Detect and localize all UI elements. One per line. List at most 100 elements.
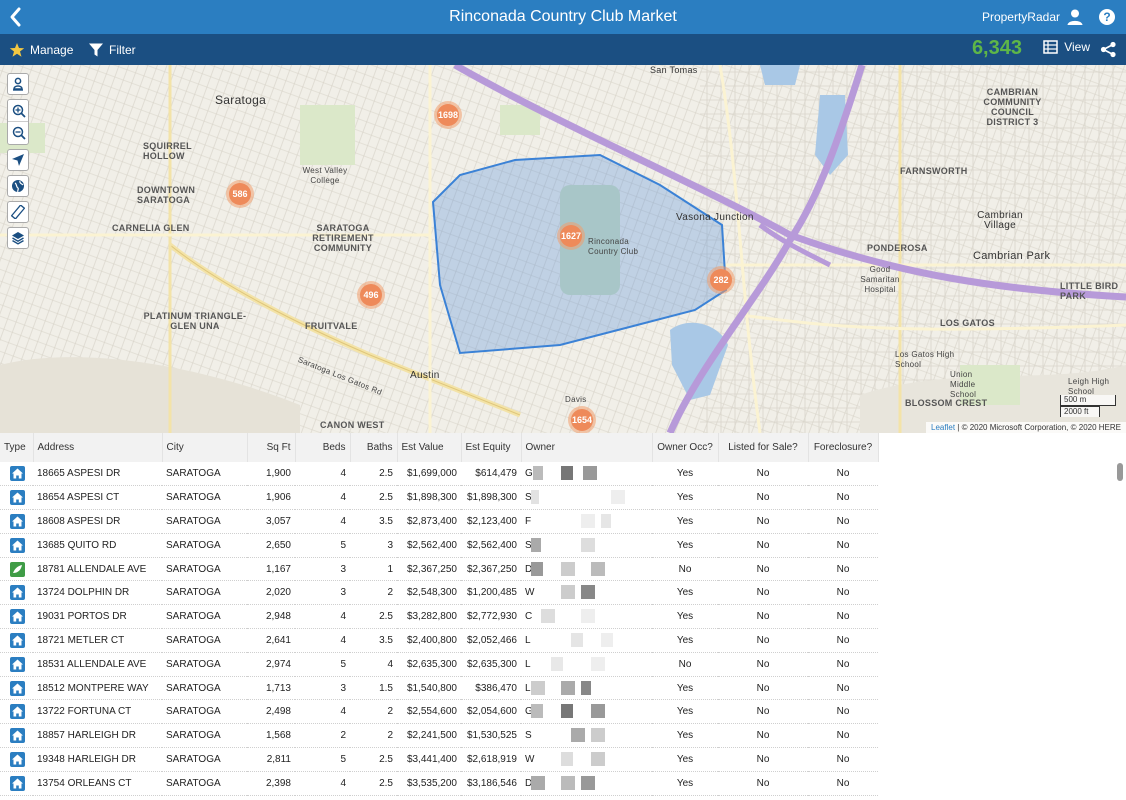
table-row[interactable]: 18721 METLER CT SARATOGA 2,641 4 3.5 $2,400,8… xyxy=(0,628,878,653)
redacted-owner-block xyxy=(611,490,625,505)
baths-cell: 3 xyxy=(350,533,397,558)
table-scrollbar[interactable] xyxy=(1117,463,1123,797)
scrollbar-thumb[interactable] xyxy=(1117,463,1123,481)
help-icon[interactable]: ? xyxy=(1098,8,1116,26)
cluster-marker[interactable]: 1627 xyxy=(557,222,585,250)
owner-initial: D xyxy=(525,777,533,789)
zoom-in-icon xyxy=(12,104,26,118)
owner-cell: L xyxy=(521,652,652,677)
globe-button[interactable] xyxy=(7,175,29,197)
est-value-cell: $2,562,400 xyxy=(397,533,461,558)
col-foreclosure[interactable]: Foreclosure? xyxy=(808,433,879,462)
cluster-marker[interactable]: 1654 xyxy=(568,406,596,433)
cluster-count: 496 xyxy=(360,284,382,306)
col-baths[interactable]: Baths xyxy=(350,433,398,462)
col-sqft[interactable]: Sq Ft xyxy=(247,433,296,462)
col-type[interactable]: Type xyxy=(0,433,34,462)
user-icon[interactable] xyxy=(1066,8,1084,26)
est-equity-cell: $614,479 xyxy=(461,462,521,487)
city-cell: SARATOGA xyxy=(162,557,247,582)
table-row[interactable]: 18857 HARLEIGH DR SARATOGA 1,568 2 2 $2,241,5… xyxy=(0,723,878,749)
filter-button[interactable]: Filter xyxy=(88,40,136,60)
cluster-marker[interactable]: 586 xyxy=(226,180,254,208)
table-row[interactable]: 13724 DOLPHIN DR SARATOGA 2,020 3 2 $2,548,30… xyxy=(0,580,878,606)
listed-cell: No xyxy=(718,676,808,701)
cluster-marker[interactable]: 282 xyxy=(707,266,735,294)
address-cell[interactable]: 13685 QUITO RD xyxy=(33,533,162,558)
table-row[interactable]: 18512 MONTPERE WAY SARATOGA 1,713 3 1.5 $1,54… xyxy=(0,676,878,701)
cluster-marker[interactable]: 496 xyxy=(357,281,385,309)
table-row[interactable]: 18654 ASPESI CT SARATOGA 1,906 4 2.5 $1,898,3… xyxy=(0,485,878,511)
owner-occ-cell: No xyxy=(652,557,718,582)
city-cell: SARATOGA xyxy=(162,676,247,701)
owner-initial: S xyxy=(525,492,532,504)
col-est-equity[interactable]: Est Equity xyxy=(461,433,522,462)
map-label-carnelia-glen: CARNELIA GLEN xyxy=(112,223,190,233)
address-cell[interactable]: 18654 ASPESI CT xyxy=(33,485,162,511)
brand-name[interactable]: PropertyRadar xyxy=(981,10,1060,24)
col-city[interactable]: City xyxy=(162,433,248,462)
address-cell[interactable]: 19031 PORTOS DR xyxy=(33,604,162,630)
address-cell[interactable]: 18665 ASPESI DR xyxy=(33,462,162,487)
col-est-value[interactable]: Est Value xyxy=(397,433,462,462)
leaflet-link[interactable]: Leaflet xyxy=(931,423,956,432)
house-icon xyxy=(10,609,25,625)
baths-cell: 2 xyxy=(350,723,397,749)
owner-initial: F xyxy=(525,515,532,527)
listed-cell: No xyxy=(718,771,808,796)
owner-occ-cell: Yes xyxy=(652,699,718,725)
table-row[interactable]: 18781 ALLENDALE AVE SARATOGA 1,167 3 1 $2,367… xyxy=(0,557,878,582)
map-view[interactable]: Saratoga SQUIRREL HOLLOW DOWNTOWN SARATO… xyxy=(0,65,1126,433)
address-cell[interactable]: 13754 ORLEANS CT xyxy=(33,771,162,796)
measure-button[interactable] xyxy=(7,201,29,223)
address-cell[interactable]: 18512 MONTPERE WAY xyxy=(33,676,162,701)
col-address[interactable]: Address xyxy=(33,433,163,462)
table-row[interactable]: 19031 PORTOS DR SARATOGA 2,948 4 2.5 $3,282,8… xyxy=(0,604,878,630)
owner-initial: W xyxy=(525,753,535,765)
address-cell[interactable]: 18721 METLER CT xyxy=(33,628,162,653)
baths-cell: 2 xyxy=(350,699,397,725)
table-row[interactable]: 13754 ORLEANS CT SARATOGA 2,398 4 2.5 $3,535,… xyxy=(0,771,878,796)
table-row[interactable]: 19348 HARLEIGH DR SARATOGA 2,811 5 2.5 $3,441… xyxy=(0,747,878,772)
table-row[interactable]: 18531 ALLENDALE AVE SARATOGA 2,974 5 4 $2,635… xyxy=(0,652,878,677)
locate-button[interactable] xyxy=(7,149,29,171)
address-cell[interactable]: 18531 ALLENDALE AVE xyxy=(33,652,162,677)
beds-cell: 2 xyxy=(295,723,350,749)
cluster-marker[interactable]: 1698 xyxy=(434,101,462,129)
est-equity-cell: $2,618,919 xyxy=(461,747,521,772)
type-cell xyxy=(0,462,33,487)
ruler-icon xyxy=(11,205,25,219)
zoom-out-button[interactable] xyxy=(8,122,28,144)
listed-cell: No xyxy=(718,699,808,725)
table-row[interactable]: 18608 ASPESI DR SARATOGA 3,057 4 3.5 $2,873,4… xyxy=(0,509,878,534)
view-button[interactable]: View xyxy=(1043,40,1090,54)
col-owner[interactable]: Owner xyxy=(521,433,653,462)
back-chevron-icon[interactable] xyxy=(6,5,26,29)
owner-initial: C xyxy=(525,611,533,623)
city-cell: SARATOGA xyxy=(162,771,247,796)
address-cell[interactable]: 18857 HARLEIGH DR xyxy=(33,723,162,749)
address-cell[interactable]: 19348 HARLEIGH DR xyxy=(33,747,162,772)
col-beds[interactable]: Beds xyxy=(295,433,351,462)
owner-cell: W xyxy=(521,747,652,772)
address-cell[interactable]: 13722 FORTUNA CT xyxy=(33,699,162,725)
share-icon[interactable] xyxy=(1100,41,1117,58)
table-row[interactable]: 13685 QUITO RD SARATOGA 2,650 5 3 $2,562,400 $… xyxy=(0,533,878,558)
address-cell[interactable]: 18608 ASPESI DR xyxy=(33,509,162,534)
type-cell xyxy=(0,652,33,677)
person-pin-icon xyxy=(13,77,23,91)
redacted-owner-block xyxy=(561,704,573,719)
manage-button[interactable]: Manage xyxy=(9,40,73,60)
map-label-good-samaritan: Good Samaritan Hospital xyxy=(860,265,900,294)
layers-button[interactable] xyxy=(7,227,29,249)
address-cell[interactable]: 13724 DOLPHIN DR xyxy=(33,580,162,606)
address-cell[interactable]: 18781 ALLENDALE AVE xyxy=(33,557,162,582)
type-cell xyxy=(0,747,33,772)
est-equity-cell: $386,470 xyxy=(461,676,521,701)
table-row[interactable]: 18665 ASPESI DR SARATOGA 1,900 4 2.5 $1,699,0… xyxy=(0,462,878,487)
zoom-in-button[interactable] xyxy=(8,100,28,122)
col-owner-occ[interactable]: Owner Occ? xyxy=(652,433,719,462)
street-view-button[interactable] xyxy=(7,73,29,95)
col-listed[interactable]: Listed for Sale? xyxy=(718,433,809,462)
table-row[interactable]: 13722 FORTUNA CT SARATOGA 2,498 4 2 $2,554,60… xyxy=(0,699,878,725)
